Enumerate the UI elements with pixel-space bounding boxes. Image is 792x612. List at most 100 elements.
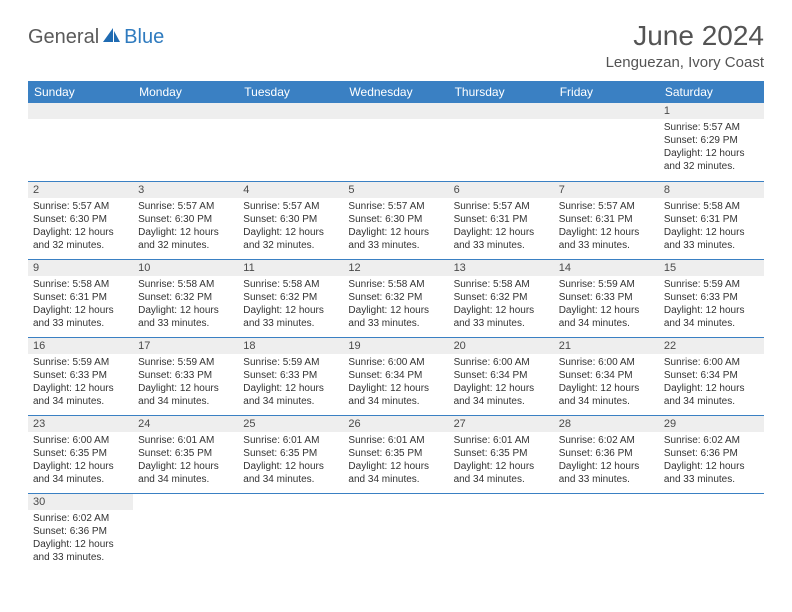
day-number: 14 — [554, 260, 659, 276]
day-number: 3 — [133, 182, 238, 198]
calendar-row: 30Sunrise: 6:02 AMSunset: 6:36 PMDayligh… — [28, 493, 764, 571]
calendar-cell: 5Sunrise: 5:57 AMSunset: 6:30 PMDaylight… — [343, 181, 448, 259]
sunset-text: Sunset: 6:30 PM — [138, 213, 233, 226]
sunrise-text: Sunrise: 6:02 AM — [33, 512, 128, 525]
day-details: Sunrise: 5:59 AMSunset: 6:33 PMDaylight:… — [554, 276, 659, 334]
sunset-text: Sunset: 6:36 PM — [664, 447, 759, 460]
day-details: Sunrise: 5:58 AMSunset: 6:32 PMDaylight:… — [238, 276, 343, 334]
sunset-text: Sunset: 6:33 PM — [559, 291, 654, 304]
calendar-cell: 23Sunrise: 6:00 AMSunset: 6:35 PMDayligh… — [28, 415, 133, 493]
day-number: 16 — [28, 338, 133, 354]
calendar-cell: 10Sunrise: 5:58 AMSunset: 6:32 PMDayligh… — [133, 259, 238, 337]
calendar-cell-empty — [133, 493, 238, 571]
day-details: Sunrise: 6:00 AMSunset: 6:34 PMDaylight:… — [343, 354, 448, 412]
sunrise-text: Sunrise: 5:57 AM — [348, 200, 443, 213]
calendar-cell: 30Sunrise: 6:02 AMSunset: 6:36 PMDayligh… — [28, 493, 133, 571]
day-details: Sunrise: 6:02 AMSunset: 6:36 PMDaylight:… — [659, 432, 764, 490]
day-number: 20 — [449, 338, 554, 354]
day-details: Sunrise: 5:58 AMSunset: 6:32 PMDaylight:… — [449, 276, 554, 334]
daylight-text: Daylight: 12 hours and 34 minutes. — [348, 460, 443, 486]
calendar-cell-empty — [238, 103, 343, 181]
sunset-text: Sunset: 6:30 PM — [348, 213, 443, 226]
day-details: Sunrise: 5:59 AMSunset: 6:33 PMDaylight:… — [133, 354, 238, 412]
calendar-cell: 13Sunrise: 5:58 AMSunset: 6:32 PMDayligh… — [449, 259, 554, 337]
calendar-cell-empty — [343, 103, 448, 181]
day-details: Sunrise: 5:58 AMSunset: 6:32 PMDaylight:… — [133, 276, 238, 334]
day-number: 29 — [659, 416, 764, 432]
daylight-text: Daylight: 12 hours and 33 minutes. — [33, 538, 128, 564]
daylight-text: Daylight: 12 hours and 33 minutes. — [454, 304, 549, 330]
calendar-cell: 3Sunrise: 5:57 AMSunset: 6:30 PMDaylight… — [133, 181, 238, 259]
sunrise-text: Sunrise: 5:58 AM — [454, 278, 549, 291]
day-number-empty — [343, 103, 448, 119]
calendar-cell: 22Sunrise: 6:00 AMSunset: 6:34 PMDayligh… — [659, 337, 764, 415]
weekday-header: Sunday — [28, 81, 133, 103]
day-details: Sunrise: 6:00 AMSunset: 6:34 PMDaylight:… — [449, 354, 554, 412]
day-details: Sunrise: 5:57 AMSunset: 6:30 PMDaylight:… — [28, 198, 133, 256]
calendar-cell-empty — [449, 493, 554, 571]
calendar-cell-empty — [659, 493, 764, 571]
weekday-header: Tuesday — [238, 81, 343, 103]
sunrise-text: Sunrise: 5:57 AM — [454, 200, 549, 213]
daylight-text: Daylight: 12 hours and 34 minutes. — [243, 382, 338, 408]
day-details: Sunrise: 6:01 AMSunset: 6:35 PMDaylight:… — [238, 432, 343, 490]
calendar-row: 1Sunrise: 5:57 AMSunset: 6:29 PMDaylight… — [28, 103, 764, 181]
calendar-row: 16Sunrise: 5:59 AMSunset: 6:33 PMDayligh… — [28, 337, 764, 415]
sunset-text: Sunset: 6:31 PM — [454, 213, 549, 226]
daylight-text: Daylight: 12 hours and 33 minutes. — [138, 304, 233, 330]
logo: General Blue — [28, 26, 164, 49]
calendar-cell: 24Sunrise: 6:01 AMSunset: 6:35 PMDayligh… — [133, 415, 238, 493]
sunrise-text: Sunrise: 6:01 AM — [454, 434, 549, 447]
sunset-text: Sunset: 6:35 PM — [454, 447, 549, 460]
calendar-cell: 4Sunrise: 5:57 AMSunset: 6:30 PMDaylight… — [238, 181, 343, 259]
day-number: 10 — [133, 260, 238, 276]
calendar-cell-empty — [449, 103, 554, 181]
calendar-page: General Blue June 2024 Lenguezan, Ivory … — [0, 0, 792, 591]
calendar-cell: 18Sunrise: 5:59 AMSunset: 6:33 PMDayligh… — [238, 337, 343, 415]
daylight-text: Daylight: 12 hours and 33 minutes. — [454, 226, 549, 252]
day-number: 6 — [449, 182, 554, 198]
day-details: Sunrise: 5:57 AMSunset: 6:29 PMDaylight:… — [659, 119, 764, 177]
calendar-cell-empty — [343, 493, 448, 571]
daylight-text: Daylight: 12 hours and 34 minutes. — [243, 460, 338, 486]
weekday-header: Friday — [554, 81, 659, 103]
sunset-text: Sunset: 6:34 PM — [559, 369, 654, 382]
sunrise-text: Sunrise: 5:58 AM — [348, 278, 443, 291]
calendar-cell-empty — [28, 103, 133, 181]
calendar-row: 2Sunrise: 5:57 AMSunset: 6:30 PMDaylight… — [28, 181, 764, 259]
sunrise-text: Sunrise: 5:59 AM — [138, 356, 233, 369]
day-number: 24 — [133, 416, 238, 432]
calendar-cell: 28Sunrise: 6:02 AMSunset: 6:36 PMDayligh… — [554, 415, 659, 493]
sunset-text: Sunset: 6:29 PM — [664, 134, 759, 147]
sunset-text: Sunset: 6:32 PM — [454, 291, 549, 304]
sunset-text: Sunset: 6:35 PM — [138, 447, 233, 460]
daylight-text: Daylight: 12 hours and 34 minutes. — [138, 460, 233, 486]
sunset-text: Sunset: 6:32 PM — [348, 291, 443, 304]
day-number: 18 — [238, 338, 343, 354]
day-details: Sunrise: 6:01 AMSunset: 6:35 PMDaylight:… — [449, 432, 554, 490]
day-number-empty — [238, 103, 343, 119]
sunset-text: Sunset: 6:31 PM — [664, 213, 759, 226]
daylight-text: Daylight: 12 hours and 34 minutes. — [664, 382, 759, 408]
daylight-text: Daylight: 12 hours and 32 minutes. — [138, 226, 233, 252]
calendar-cell: 26Sunrise: 6:01 AMSunset: 6:35 PMDayligh… — [343, 415, 448, 493]
calendar-row: 9Sunrise: 5:58 AMSunset: 6:31 PMDaylight… — [28, 259, 764, 337]
day-details: Sunrise: 6:01 AMSunset: 6:35 PMDaylight:… — [343, 432, 448, 490]
day-number: 11 — [238, 260, 343, 276]
daylight-text: Daylight: 12 hours and 33 minutes. — [559, 226, 654, 252]
daylight-text: Daylight: 12 hours and 33 minutes. — [243, 304, 338, 330]
daylight-text: Daylight: 12 hours and 33 minutes. — [559, 460, 654, 486]
daylight-text: Daylight: 12 hours and 34 minutes. — [559, 304, 654, 330]
day-number: 5 — [343, 182, 448, 198]
day-number-empty — [28, 103, 133, 119]
logo-text-general: General — [28, 26, 99, 49]
weekday-header: Wednesday — [343, 81, 448, 103]
calendar-cell: 19Sunrise: 6:00 AMSunset: 6:34 PMDayligh… — [343, 337, 448, 415]
calendar-cell-empty — [554, 493, 659, 571]
daylight-text: Daylight: 12 hours and 32 minutes. — [243, 226, 338, 252]
day-number: 25 — [238, 416, 343, 432]
sunset-text: Sunset: 6:32 PM — [138, 291, 233, 304]
day-details: Sunrise: 6:00 AMSunset: 6:34 PMDaylight:… — [554, 354, 659, 412]
daylight-text: Daylight: 12 hours and 34 minutes. — [454, 460, 549, 486]
day-number: 15 — [659, 260, 764, 276]
